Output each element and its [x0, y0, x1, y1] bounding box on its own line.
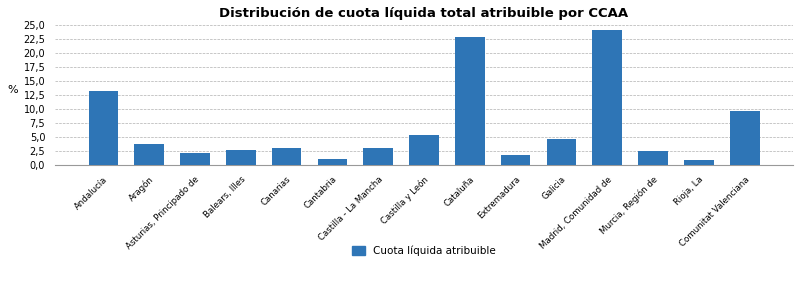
Bar	[363, 148, 393, 165]
Bar	[226, 151, 256, 165]
Bar	[272, 148, 302, 165]
Bar	[89, 91, 118, 165]
Bar	[638, 151, 668, 165]
Bar	[730, 111, 759, 165]
Bar	[409, 135, 439, 165]
Bar	[684, 160, 714, 165]
Legend: Cuota líquida atribuible: Cuota líquida atribuible	[348, 242, 500, 260]
Bar	[501, 155, 530, 165]
Bar	[180, 153, 210, 165]
Bar	[592, 30, 622, 165]
Title: Distribución de cuota líquida total atribuible por CCAA: Distribución de cuota líquida total atri…	[219, 7, 629, 20]
Bar	[318, 159, 347, 165]
Bar	[455, 37, 485, 165]
Bar	[134, 144, 164, 165]
Bar	[546, 139, 576, 165]
Y-axis label: %: %	[7, 85, 18, 95]
